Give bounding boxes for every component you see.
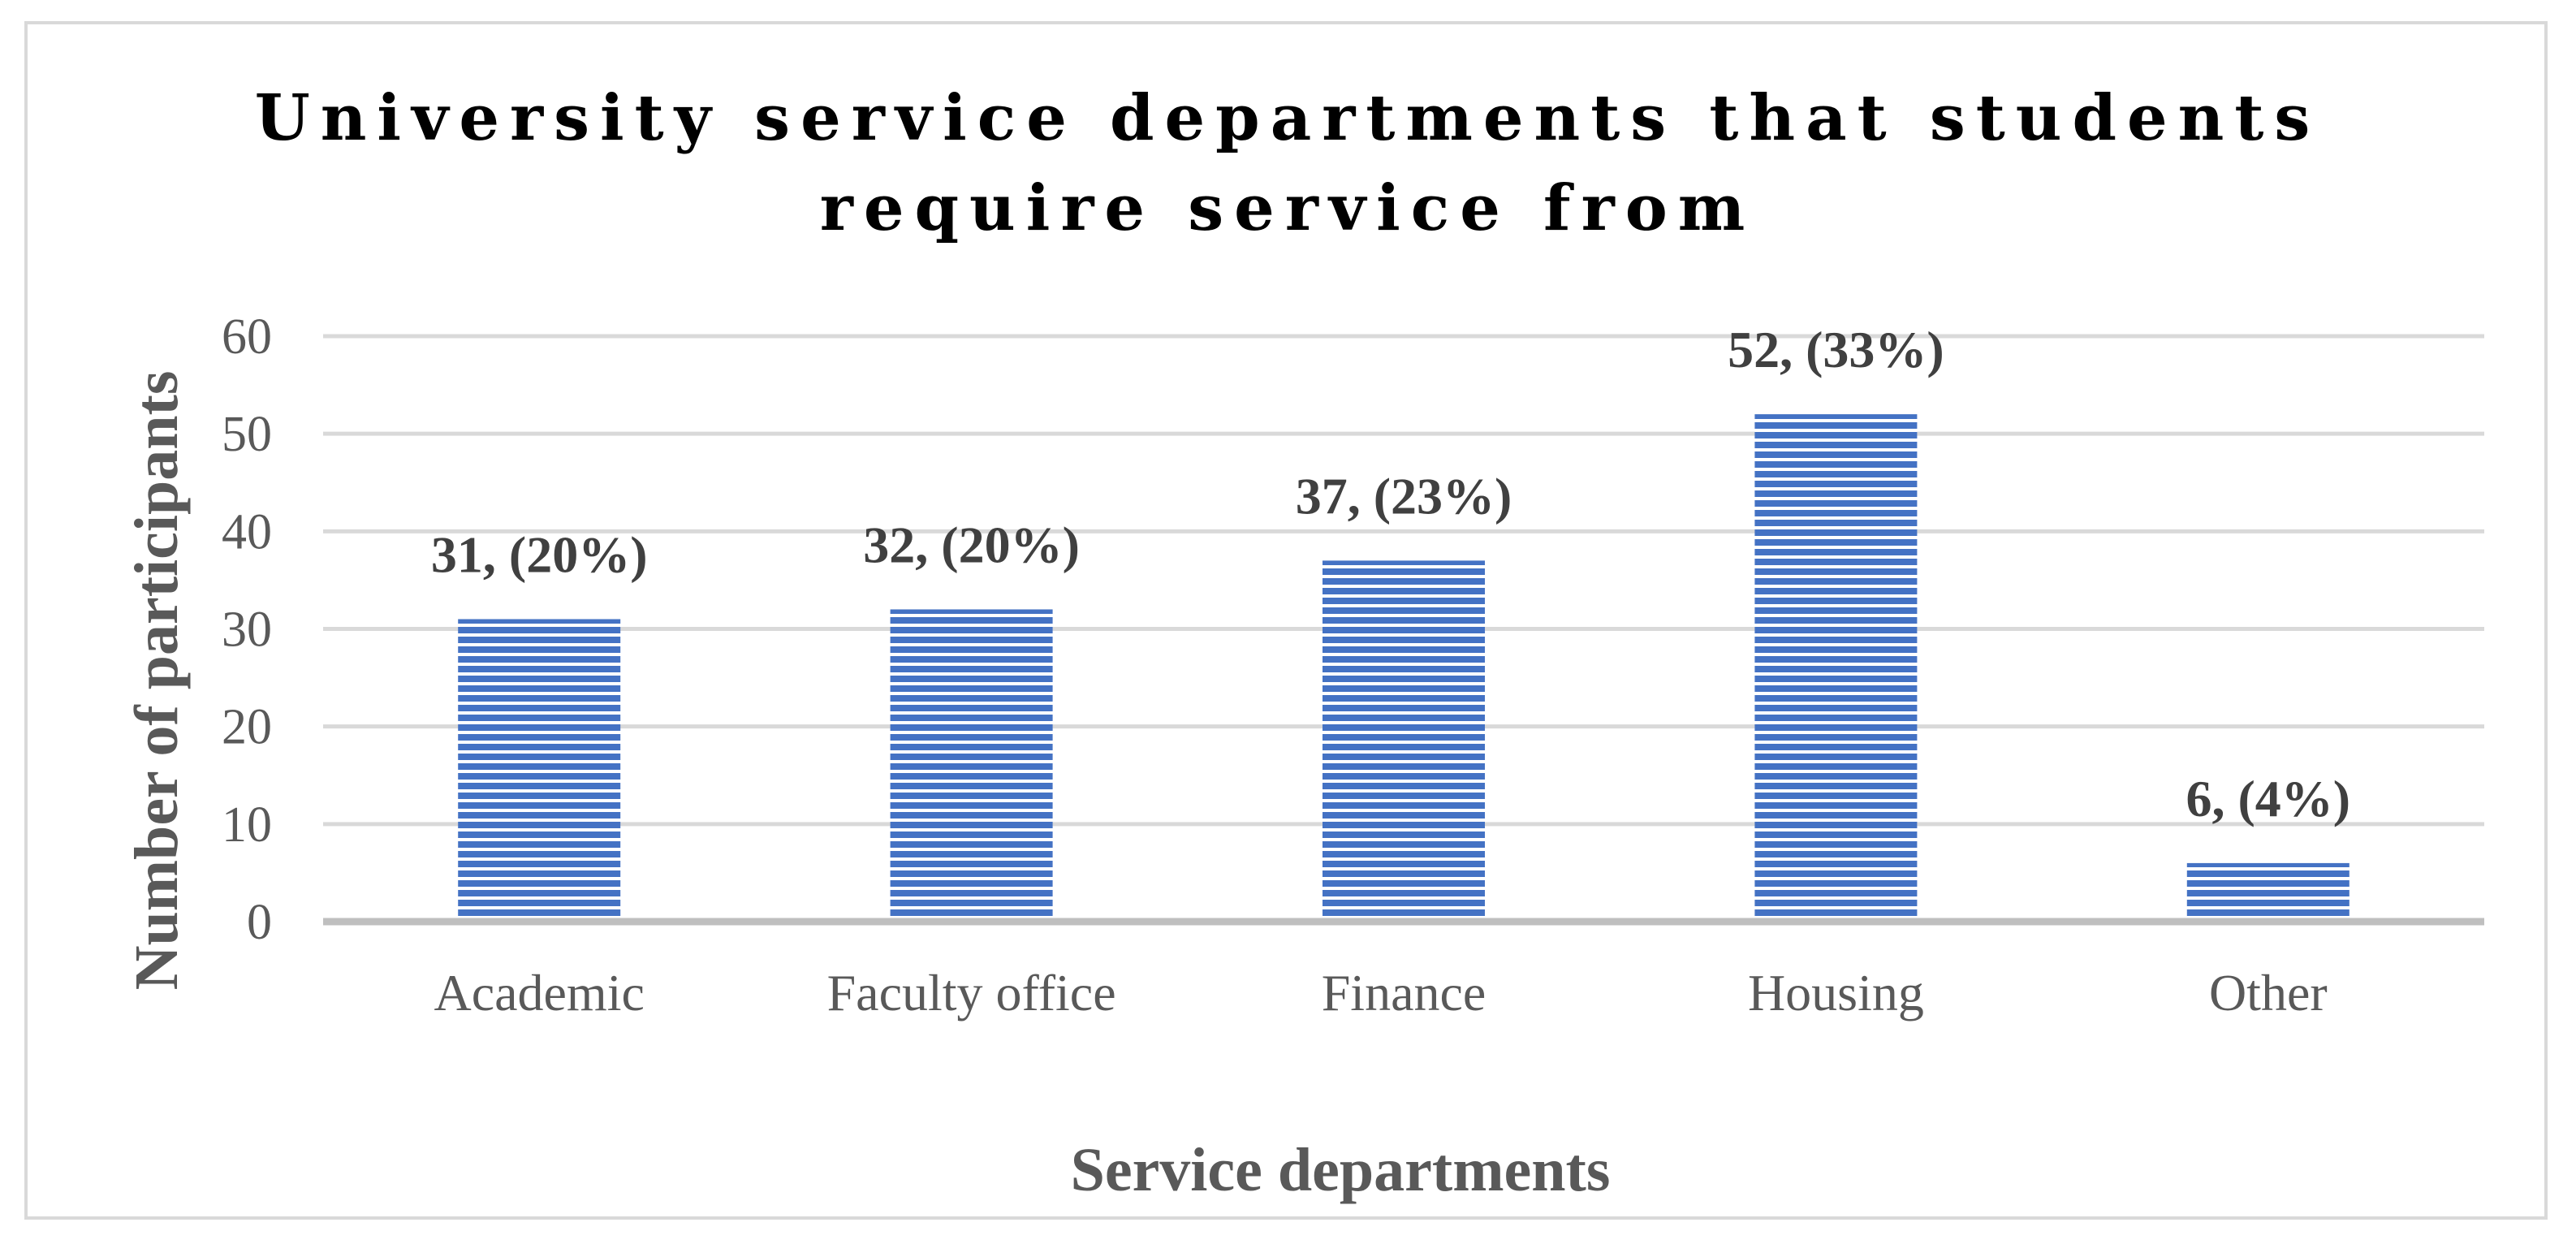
y-tick-label: 10	[222, 797, 272, 853]
x-category-label: Housing	[1748, 964, 1924, 1022]
data-label: 6, (4%)	[2186, 770, 2350, 827]
data-label: 32, (20%)	[863, 516, 1080, 573]
y-tick-label: 40	[222, 504, 272, 559]
bar-faculty-office	[890, 609, 1053, 922]
y-tick-label: 60	[222, 309, 272, 365]
chart-title-line-2: require service from	[820, 171, 1756, 245]
bar-academic	[458, 619, 621, 922]
x-axis-title: Service departments	[1071, 1136, 1611, 1204]
bar-other	[2186, 862, 2349, 922]
y-tick-label: 0	[247, 895, 272, 950]
chart-title: University service departments that stud…	[255, 81, 2321, 245]
y-tick-label: 30	[222, 603, 272, 658]
y-axis-ticks: 0 10 20 30 40 50 60	[222, 309, 272, 950]
data-label: 37, (23%)	[1296, 467, 1512, 525]
data-label: 31, (20%)	[431, 525, 648, 583]
data-label: 52, (33%)	[1728, 321, 1944, 378]
x-category-label: Faculty office	[827, 964, 1116, 1022]
y-tick-label: 50	[222, 407, 272, 462]
bar-housing	[1754, 414, 1918, 922]
chart-title-line-1: University service departments that stud…	[255, 81, 2321, 155]
bar-finance	[1323, 560, 1485, 922]
x-axis-categories: Academic Faculty office Finance Housing Othe…	[434, 964, 2327, 1022]
y-tick-label: 20	[222, 700, 272, 755]
x-category-label: Finance	[1322, 964, 1486, 1022]
x-category-label: Academic	[434, 964, 644, 1022]
data-labels: 31, (20%) 32, (20%) 37, (23%) 52, (33%) 6, (…	[431, 321, 2350, 827]
bars	[458, 414, 2349, 922]
gridlines	[323, 334, 2484, 827]
y-axis-title: Number of participants	[123, 371, 191, 991]
x-category-label: Other	[2209, 964, 2328, 1022]
chart-frame	[24, 21, 2548, 1220]
